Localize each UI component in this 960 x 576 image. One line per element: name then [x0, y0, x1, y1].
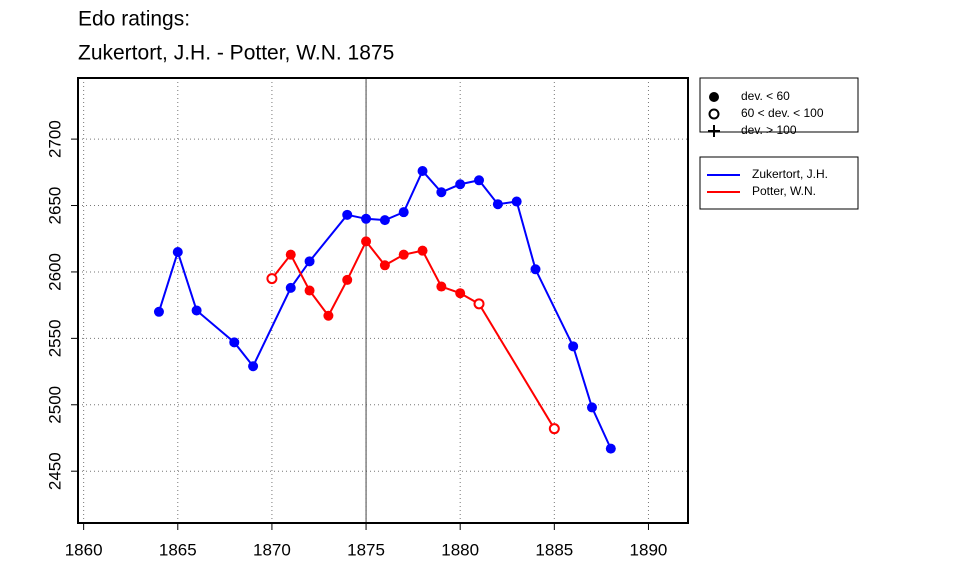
series-line	[271, 239, 556, 430]
legend-label: dev. < 60	[741, 89, 790, 103]
point	[492, 199, 503, 210]
point	[323, 310, 334, 321]
y-tick-label: 2600	[45, 253, 64, 291]
legend-box	[699, 77, 859, 133]
x-tick-label: 1875	[347, 540, 385, 559]
point	[709, 92, 719, 102]
y-tick-label: 2450	[45, 452, 64, 490]
legend-label: 60 < dev. < 100	[741, 106, 824, 120]
chart-subtitle: Zukertort, J.H. - Potter, W.N. 1875	[78, 42, 394, 65]
point	[708, 125, 720, 137]
series-line	[158, 169, 612, 450]
point	[342, 209, 353, 220]
legend-label: Potter, W.N.	[752, 184, 816, 198]
point	[548, 423, 560, 435]
point	[361, 236, 372, 247]
x-tick-label: 1870	[253, 540, 291, 559]
point	[398, 249, 409, 260]
point	[172, 247, 183, 258]
y-tick-label: 2650	[45, 187, 64, 225]
point	[229, 337, 240, 348]
y-tick-label: 2500	[45, 386, 64, 424]
x-tick-label: 1880	[441, 540, 479, 559]
point	[361, 213, 372, 224]
point	[455, 288, 466, 299]
legend-label: Zukertort, J.H.	[752, 167, 828, 181]
point	[379, 260, 390, 271]
point	[342, 274, 353, 285]
point	[285, 249, 296, 260]
point	[605, 443, 616, 454]
x-tick-label: 1865	[159, 540, 197, 559]
point	[266, 273, 278, 285]
x-tick-label: 1890	[630, 540, 668, 559]
point	[304, 285, 315, 296]
point	[191, 305, 202, 316]
point	[436, 281, 447, 292]
point	[417, 165, 428, 176]
point	[586, 402, 597, 413]
point	[474, 175, 485, 186]
chart-title: Edo ratings:	[78, 8, 190, 31]
point	[153, 306, 164, 317]
point	[511, 196, 522, 207]
point	[379, 215, 390, 226]
x-tick-label: 1860	[65, 540, 103, 559]
plot-frame	[77, 77, 689, 524]
point	[473, 298, 485, 310]
x-tick-label: 1885	[535, 540, 573, 559]
point	[568, 341, 579, 352]
point	[530, 264, 541, 275]
point	[436, 187, 447, 198]
y-tick-label: 2550	[45, 319, 64, 357]
point	[304, 256, 315, 267]
point	[248, 361, 259, 372]
point	[708, 108, 720, 120]
point	[455, 179, 466, 190]
point	[285, 282, 296, 293]
point	[417, 245, 428, 256]
y-tick-label: 2700	[45, 120, 64, 158]
legend-label: dev. > 100	[741, 123, 797, 137]
point	[398, 207, 409, 218]
legend-box	[699, 156, 859, 210]
